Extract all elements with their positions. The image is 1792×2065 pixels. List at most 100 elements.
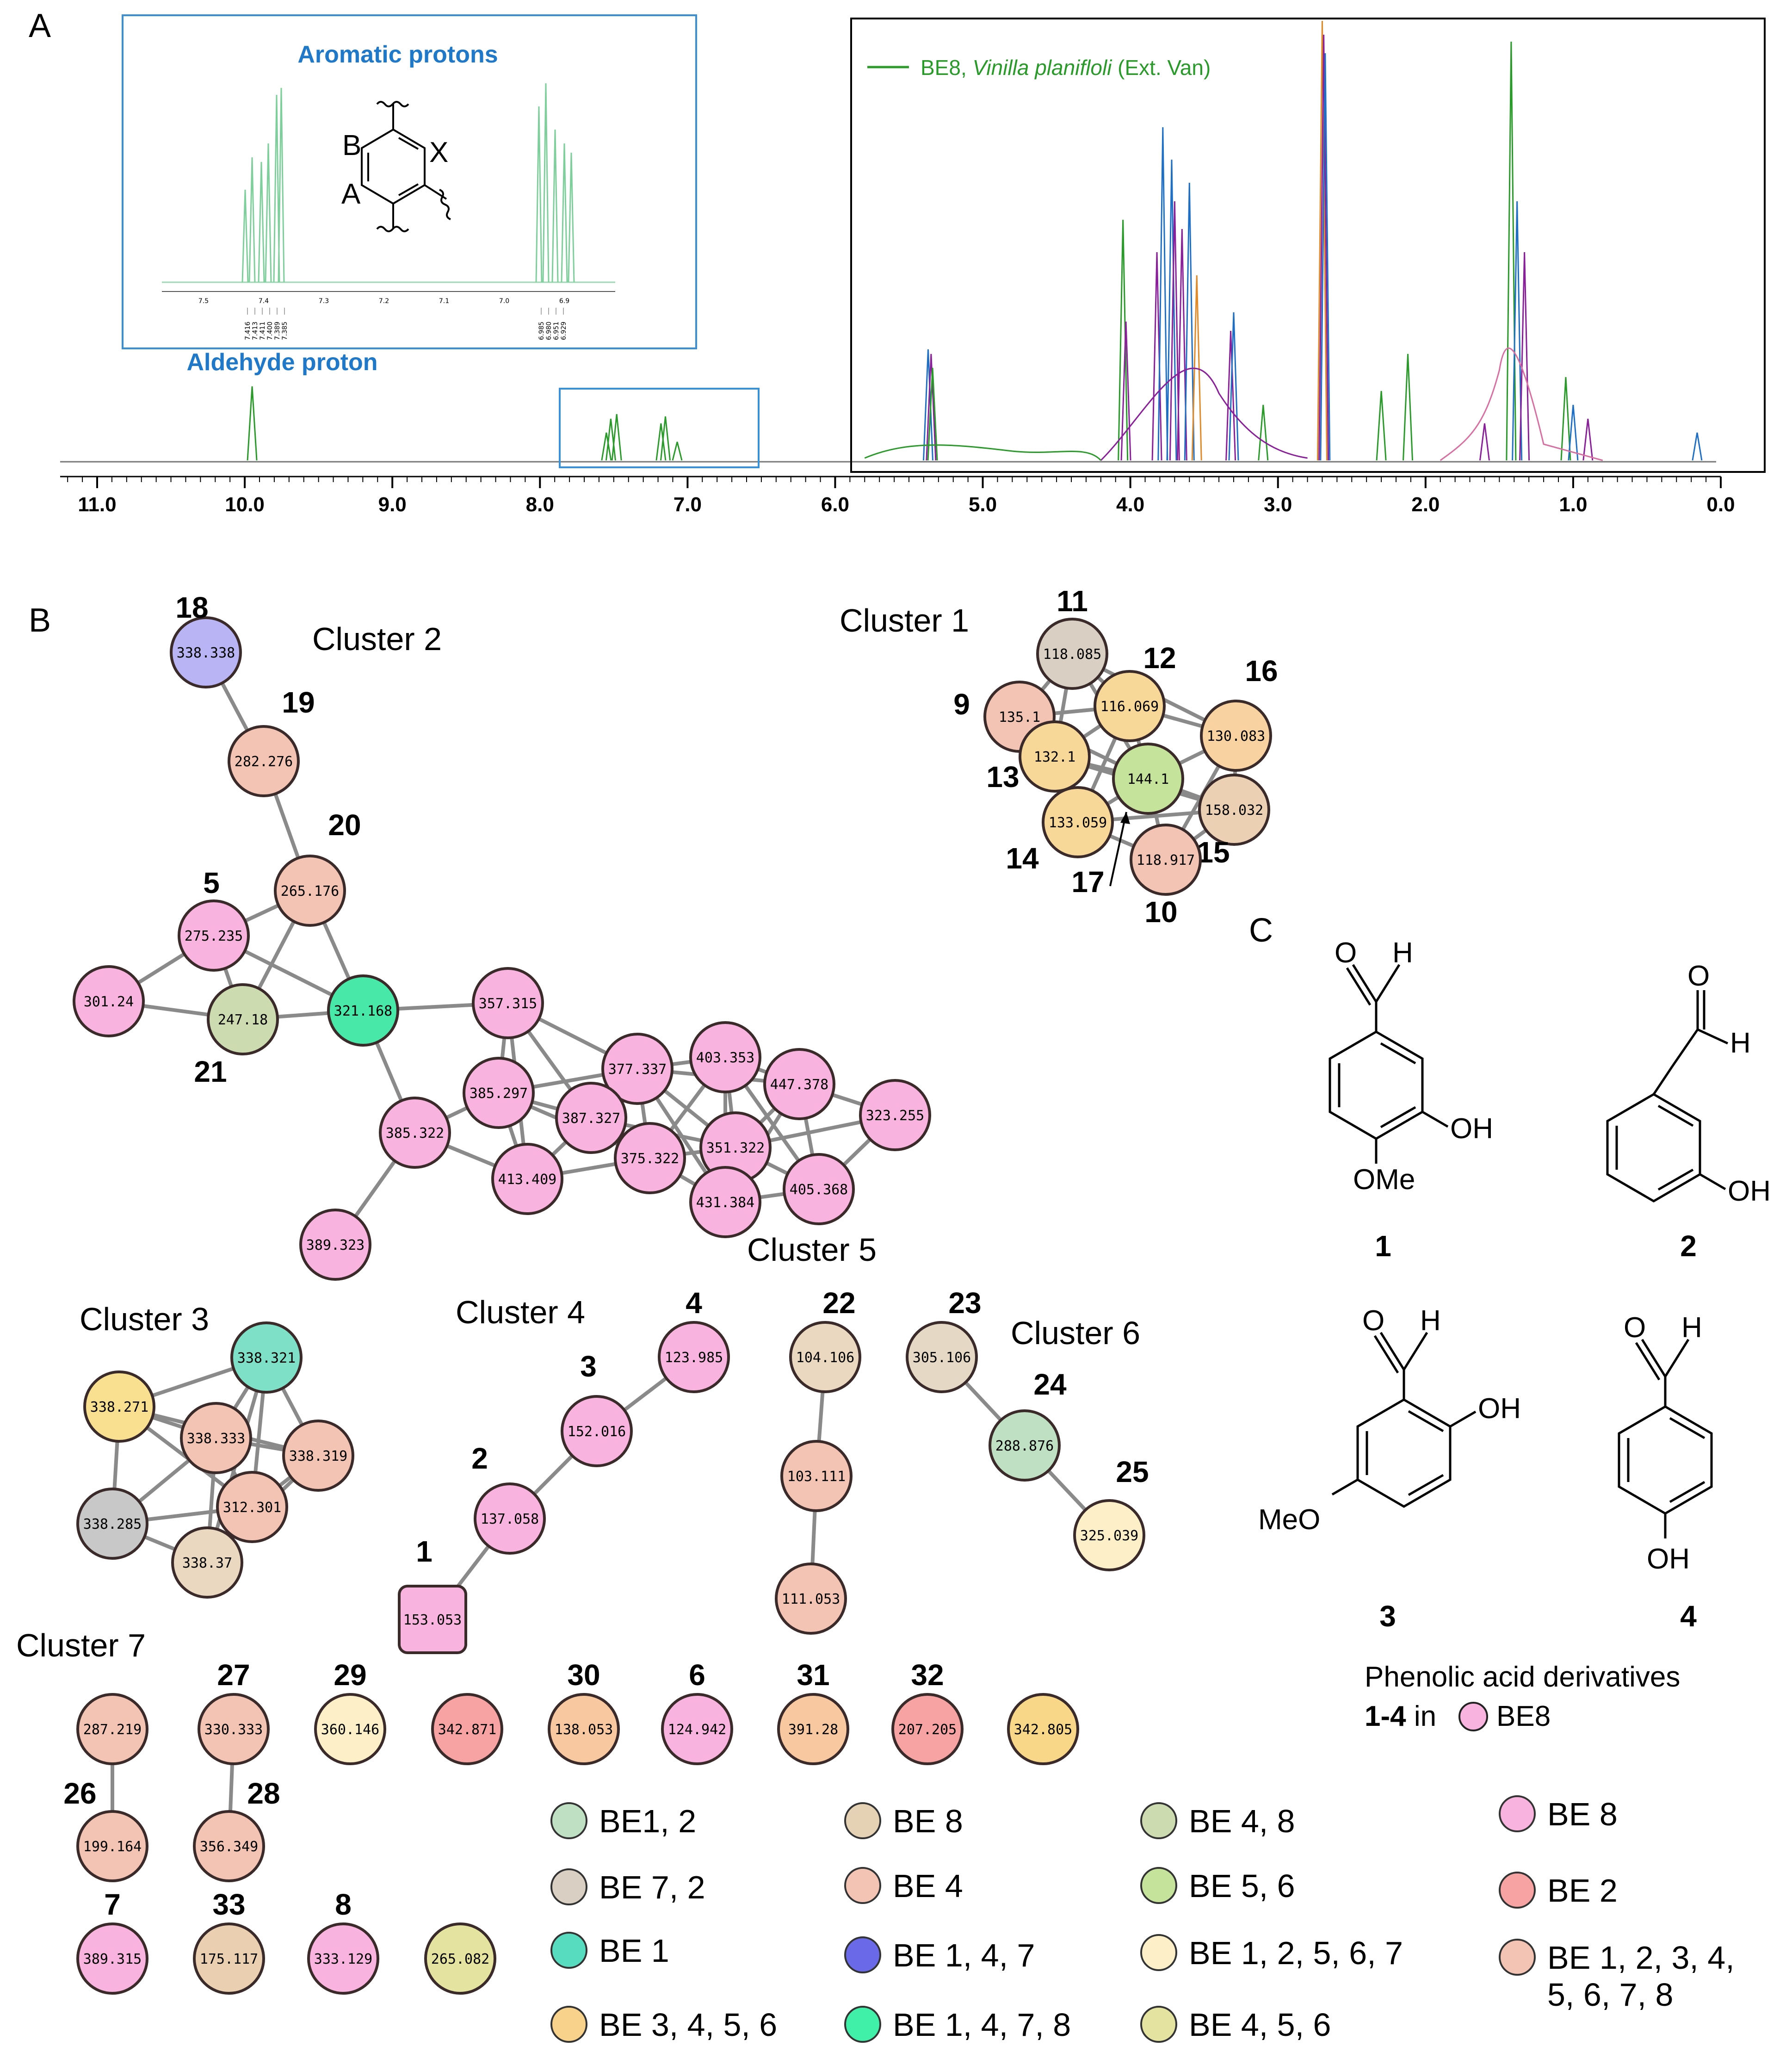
x-tick-label: 4.0: [1116, 493, 1144, 516]
inset-peak-label: 7.411: [259, 322, 266, 340]
caption-be8: BE8: [1496, 1700, 1551, 1732]
legend-swatch: [550, 1802, 587, 1839]
compound-1-oh: OH: [1450, 1113, 1493, 1145]
network-node: 338.37: [171, 1526, 243, 1599]
spectrum-hump: [1440, 347, 1603, 461]
node-shape: [193, 1922, 265, 1995]
node-shape: [1007, 1693, 1079, 1765]
node-shape: [463, 1057, 535, 1129]
node-value: 321.168: [334, 1003, 392, 1019]
node-shape: [76, 1922, 148, 1995]
node-shape: [1073, 1499, 1145, 1571]
node-17-arrowhead: [1120, 812, 1130, 824]
network-node: 265.176 20: [274, 808, 361, 927]
node-shape: [379, 1097, 451, 1169]
inset-axis-tick: 7.5: [198, 298, 209, 305]
phenolic-caption-line2: 1-4 in: [1365, 1700, 1436, 1732]
node-value: 132.1: [1034, 749, 1075, 765]
aromatic-inset-box: [122, 14, 697, 349]
aldehyde-label: Aldehyde proton: [186, 349, 377, 376]
spectrum-peak: [601, 432, 612, 461]
network-node: 338.333: [180, 1402, 252, 1474]
node-value: 338.319: [289, 1448, 347, 1464]
spectrum-peak: [1225, 330, 1236, 461]
network-node: 124.942 6: [661, 1658, 733, 1765]
legend-label: BE 8: [893, 1803, 963, 1839]
node-shape: [763, 1048, 835, 1120]
network-node: 360.146 29: [314, 1658, 386, 1765]
network-node: 282.276 19: [228, 686, 315, 797]
legend-swatch: [844, 2006, 881, 2043]
legend-swatch: [1499, 1939, 1536, 1976]
network-node: 391.28 31: [777, 1658, 849, 1765]
node-shape: [207, 983, 279, 1055]
network-node: 431.384: [689, 1166, 761, 1238]
node-value: 124.942: [668, 1722, 726, 1738]
inset-peak-label: 6.929: [560, 322, 568, 340]
node-shape: [859, 1079, 931, 1151]
cluster-4-label: Cluster 4: [456, 1294, 585, 1330]
node-number: 28: [247, 1777, 280, 1810]
node-shape: [783, 1153, 855, 1225]
legend-label: BE1, 2: [599, 1803, 696, 1839]
network-node: 144.1 17: [1071, 743, 1184, 899]
panel-label-b: B: [29, 602, 51, 639]
ring-label-a: A: [341, 178, 361, 210]
inset-peak: [535, 106, 543, 283]
network-node: 389.323: [299, 1209, 371, 1281]
node-shape: [658, 1321, 730, 1393]
compound-4-structure: [1618, 1339, 1713, 1538]
node-shape: [775, 1563, 847, 1635]
legend-swatch: [550, 2006, 587, 2043]
network-node: 338.271: [83, 1370, 155, 1443]
node-number: 20: [328, 808, 361, 842]
compound-4-h: H: [1681, 1312, 1702, 1344]
network-node: 342.805: [1007, 1693, 1079, 1765]
inset-axis-tick: 7.0: [499, 298, 509, 305]
spectrum-peak: [927, 367, 938, 461]
node-value: 116.069: [1100, 699, 1159, 715]
network-node: 111.053: [775, 1563, 847, 1635]
node-value: 338.37: [182, 1555, 232, 1571]
node-number: 30: [567, 1658, 600, 1692]
spectrum-peak: [1258, 404, 1269, 461]
spectrum-peak: [660, 416, 671, 461]
network-node: 413.409: [491, 1143, 563, 1215]
node-shape: [1200, 700, 1272, 772]
spectrum-peak: [1519, 252, 1530, 461]
legend-label: BE 8: [1547, 1796, 1618, 1832]
inset-axis-tick: 6.9: [559, 298, 569, 305]
caption-in: in: [1406, 1700, 1436, 1732]
network-node: 305.106 23: [906, 1286, 982, 1393]
x-tick-label: 11.0: [78, 493, 116, 516]
node-value: 133.059: [1049, 815, 1107, 831]
node-shape: [614, 1122, 686, 1194]
spectrum-peak: [1157, 127, 1168, 461]
network-node: 152.016 3: [561, 1350, 633, 1467]
legend-label: BE 2: [1547, 1873, 1618, 1909]
compound-1-h: H: [1392, 937, 1413, 969]
node-number: 22: [822, 1286, 855, 1320]
node-number: 3: [580, 1350, 597, 1383]
node-shape: [548, 1693, 620, 1765]
network-node: 138.053 30: [548, 1658, 620, 1765]
inset-peak: [542, 83, 550, 283]
node-value: 137.058: [481, 1511, 539, 1527]
spectrum-peak: [1176, 229, 1187, 461]
spectrum-peak: [1512, 201, 1523, 461]
inset-axis-tick: 7.4: [259, 298, 269, 305]
inset-peak-label: 6.985: [538, 322, 545, 340]
network-node: 330.333 27: [198, 1658, 270, 1765]
ring-label-b: B: [342, 130, 361, 161]
node-number: 19: [282, 686, 315, 719]
network-node: 356.349 28: [193, 1777, 280, 1882]
node-value: 351.322: [706, 1140, 765, 1156]
compound-1-o: O: [1335, 937, 1357, 969]
legend-be8: BE8,: [921, 56, 973, 80]
compound-2-number: 2: [1680, 1229, 1697, 1263]
x-tick-label: 9.0: [378, 493, 407, 516]
legend-swatch: [550, 1868, 587, 1905]
node-value: 103.111: [787, 1469, 846, 1485]
node-value: 385.297: [470, 1085, 528, 1102]
network-node: 130.083 16: [1200, 654, 1278, 772]
